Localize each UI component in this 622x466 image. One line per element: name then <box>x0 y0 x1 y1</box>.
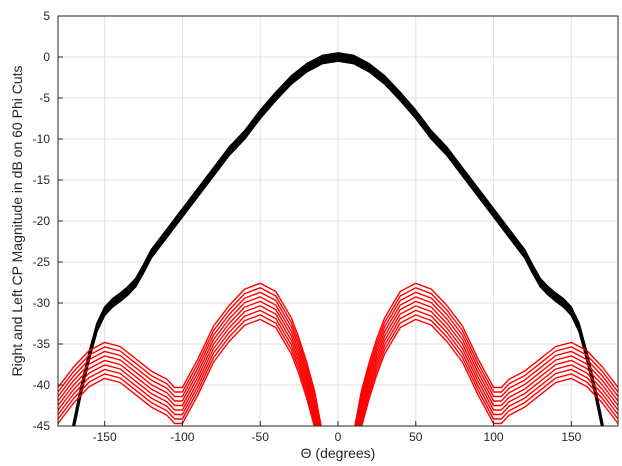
x-tick-label: -100 <box>170 430 194 444</box>
lhcp-phi-cut-line <box>361 318 618 426</box>
lhcp-phi-cut-line <box>58 318 315 426</box>
y-axis-title: Right and Left CP Magnitude in dB on 60 … <box>9 65 25 376</box>
y-tick-label: -5 <box>39 91 50 105</box>
lhcp-phi-cut-line <box>58 291 321 426</box>
y-tick-label: 5 <box>43 9 50 23</box>
plot-area <box>58 52 618 426</box>
y-tick-label: -35 <box>33 337 51 351</box>
y-tick-label: -25 <box>33 255 51 269</box>
lhcp-phi-cut-line <box>58 282 322 426</box>
lhcp-phi-cut-line <box>58 314 316 426</box>
lhcp-phi-cut-line <box>354 282 618 426</box>
lhcp-series <box>354 282 618 426</box>
x-tick-label: 150 <box>561 430 581 444</box>
y-tick-label: -45 <box>33 419 51 433</box>
ticks: -150 -100 -50 0 50 100 15050-5-10-15-20-25-30-… <box>33 9 582 444</box>
lhcp-phi-cut-line <box>58 305 318 426</box>
y-tick-label: -10 <box>33 132 51 146</box>
x-tick-label: 50 <box>409 430 423 444</box>
x-tick-label: 100 <box>484 430 504 444</box>
lhcp-phi-cut-line <box>356 296 618 426</box>
x-tick-label: -150 <box>93 430 117 444</box>
lhcp-phi-cut-line <box>58 296 320 426</box>
y-tick-label: -15 <box>33 173 51 187</box>
rhcp-series <box>72 52 604 426</box>
rhcp-phi-cut-line <box>72 52 604 426</box>
x-axis-title: Θ (degrees) <box>301 445 376 461</box>
y-tick-label: 0 <box>43 50 50 64</box>
x-tick-label: 0 <box>335 430 342 444</box>
rhcp-phi-cut-line <box>72 54 604 426</box>
y-tick-label: -40 <box>33 378 51 392</box>
lhcp-phi-cut-line <box>358 305 618 426</box>
lhcp-phi-cut-line <box>58 300 319 426</box>
y-tick-label: -30 <box>33 296 51 310</box>
lhcp-phi-cut-line <box>360 314 618 426</box>
lhcp-phi-cut-line <box>357 300 618 426</box>
lhcp-phi-cut-line <box>58 287 322 426</box>
lhcp-series <box>58 282 322 426</box>
rhcp-phi-cut-line <box>73 58 603 426</box>
lhcp-phi-cut-line <box>359 309 618 426</box>
y-tick-label: -20 <box>33 214 51 228</box>
lhcp-phi-cut-line <box>354 287 618 426</box>
x-tick-label: -50 <box>252 430 270 444</box>
lhcp-phi-cut-line <box>58 309 317 426</box>
lhcp-phi-cut-line <box>355 291 618 426</box>
